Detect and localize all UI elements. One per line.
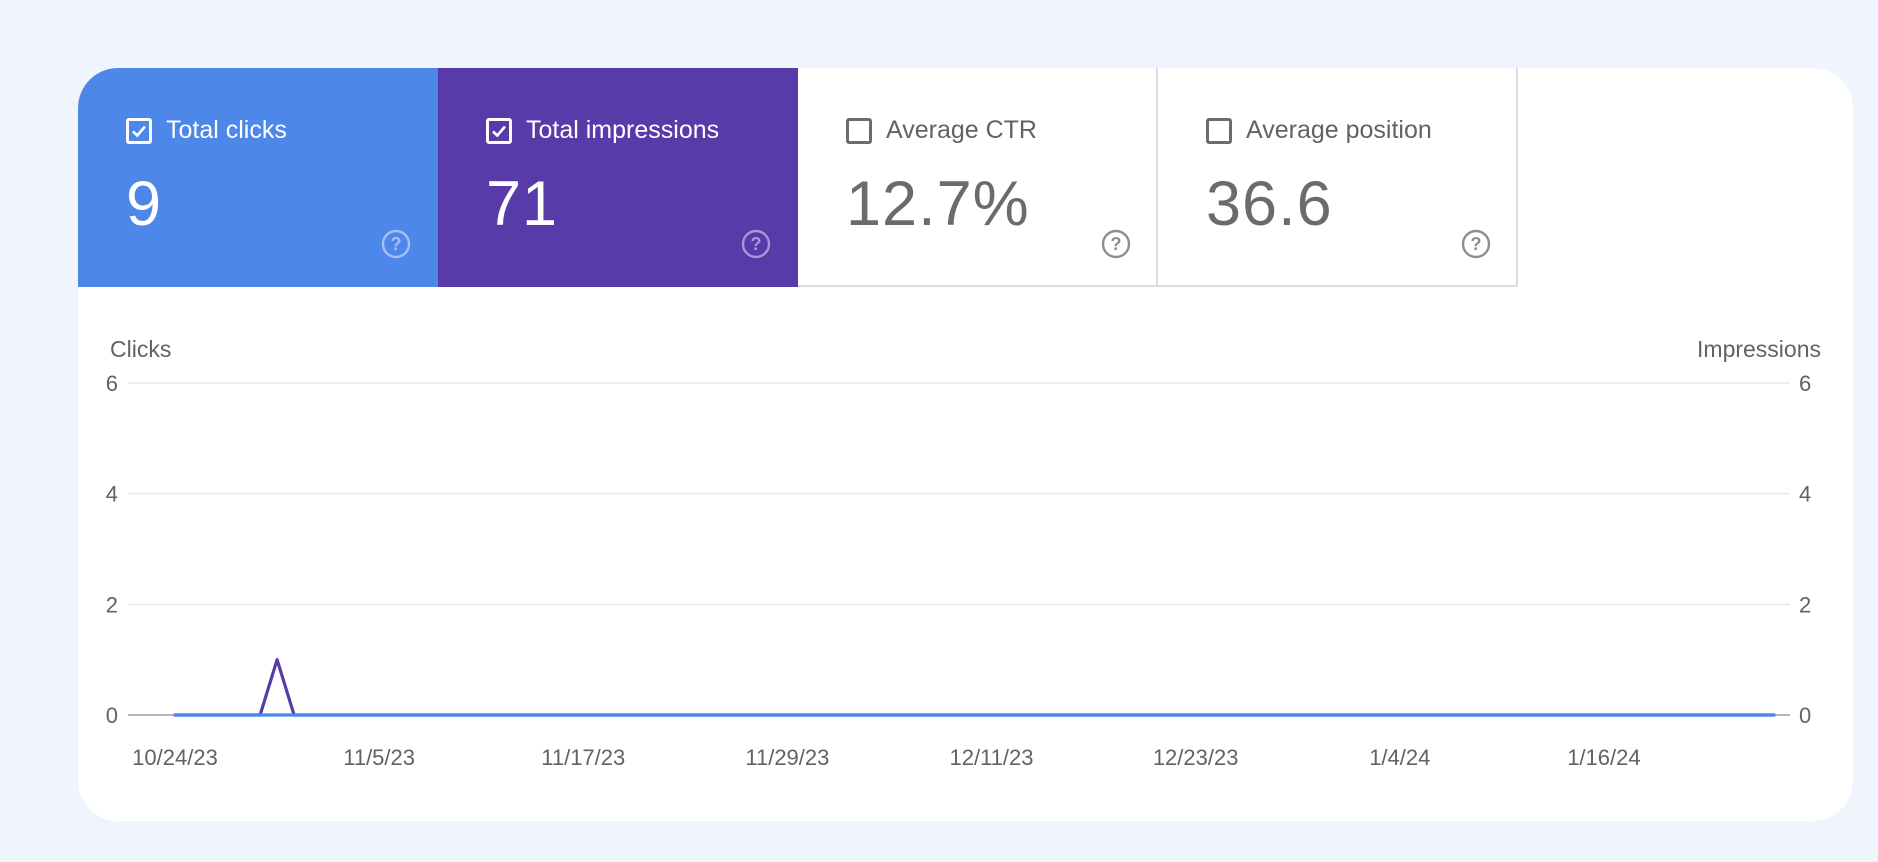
metric-value: 12.7% [846,169,1030,239]
metric-value: 36.6 [1206,169,1333,239]
metric-label: Total impressions [526,116,720,144]
metric-value: 71 [486,169,559,239]
x-tick-label: 11/29/23 [745,745,829,770]
metric-header: Total clicks [126,116,287,145]
metric-header: Average position [1206,116,1432,145]
y-tick-label-right: 2 [1799,592,1811,617]
svg-text:?: ? [1471,234,1482,254]
metric-label: Average CTR [886,116,1037,144]
y-tick-label-left: 0 [106,703,118,728]
checkbox-icon[interactable] [486,117,512,144]
metric-label: Average position [1246,116,1432,144]
performance-chart: 0 0 2 2 4 4 6 6 10/24/23 11/5/23 11/17/23 11/29/23 1… [106,371,1812,770]
metric-total-clicks[interactable]: Total clicks 9 ? [78,68,438,287]
x-tick-label: 10/24/23 [132,745,218,770]
impressions-series-line [173,658,1776,717]
y-tick-label-left: 2 [106,592,118,617]
checkmark-icon [492,125,506,137]
x-tick-label: 12/11/23 [950,745,1034,770]
y-tick-label-left: 4 [106,482,118,507]
question-circle-icon[interactable]: ? [740,228,772,260]
performance-card: Total clicks 9 ? Total impressions 71 ? [78,68,1853,821]
question-circle-icon[interactable]: ? [1100,228,1132,260]
y-tick-label-left: 6 [106,371,118,396]
y-tick-label-right: 0 [1799,703,1811,728]
checkmark-icon [132,125,146,137]
y-tick-label-right: 4 [1799,482,1811,507]
metric-header: Total impressions [486,116,719,145]
y-tick-label-right: 6 [1799,371,1811,396]
left-axis-title: Clicks [110,336,172,362]
x-tick-label: 12/23/23 [1153,745,1239,770]
x-tick-label: 11/17/23 [541,745,625,770]
right-axis-title: Impressions [1697,336,1821,362]
metric-average-position[interactable]: Average position 36.6 ? [1158,68,1518,287]
x-tick-label: 1/16/24 [1567,745,1640,770]
metric-total-impressions[interactable]: Total impressions 71 ? [438,68,798,287]
checkbox-icon[interactable] [126,117,152,144]
svg-text:?: ? [1111,234,1122,254]
question-circle-icon[interactable]: ? [380,228,412,260]
checkbox-icon[interactable] [846,117,872,144]
metric-value: 9 [126,169,163,239]
metric-average-ctr[interactable]: Average CTR 12.7% ? [798,68,1158,287]
svg-text:?: ? [751,234,762,254]
metric-label: Total clicks [166,116,287,144]
svg-text:?: ? [391,234,402,254]
x-tick-label: 11/5/23 [343,745,415,770]
checkbox-icon[interactable] [1206,117,1232,144]
x-tick-label: 1/4/24 [1369,745,1430,770]
question-circle-icon[interactable]: ? [1460,228,1492,260]
metric-header: Average CTR [846,116,1037,145]
metric-tabs: Total clicks 9 ? Total impressions 71 ? [78,68,1518,287]
